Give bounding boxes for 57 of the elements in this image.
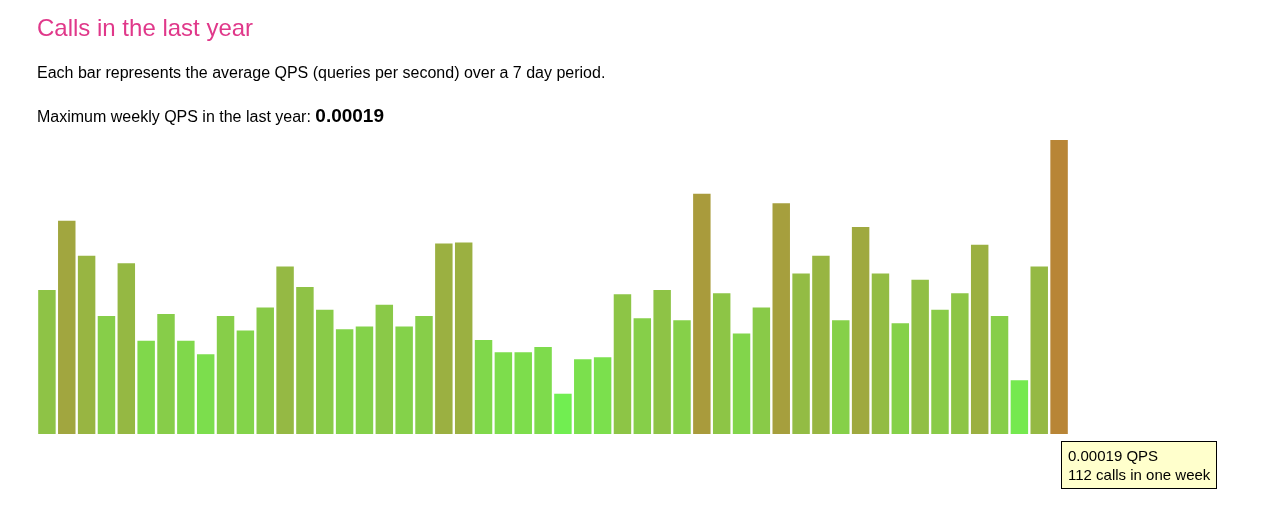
- bar: [990, 316, 1009, 434]
- bar: [732, 333, 751, 434]
- bar: [256, 307, 274, 434]
- bar: [137, 340, 155, 434]
- bar: [970, 244, 989, 434]
- bar: [633, 318, 652, 434]
- bar: [832, 320, 850, 434]
- bar: [712, 293, 731, 434]
- text: Maximum weekly QPS in the last year:: [37, 108, 311, 125]
- bar: [117, 263, 136, 434]
- bar: [38, 289, 56, 434]
- bar: [851, 227, 870, 434]
- bar: [951, 293, 969, 434]
- bar: [296, 287, 314, 434]
- bar: [514, 352, 532, 434]
- bar: [1030, 266, 1048, 434]
- bar: [177, 340, 195, 434]
- bar: [216, 316, 235, 434]
- bar: [494, 352, 513, 434]
- bar: [613, 294, 632, 434]
- bar: [554, 393, 572, 434]
- bar: [335, 329, 354, 434]
- bar: [435, 243, 453, 434]
- bar: [752, 307, 771, 434]
- bar: [196, 354, 215, 434]
- bar: [1050, 140, 1068, 434]
- bar: [593, 357, 612, 434]
- bar: [236, 330, 255, 434]
- bar: [355, 326, 374, 434]
- bar: [77, 255, 96, 434]
- bar: [673, 320, 691, 434]
- bar: [415, 316, 433, 434]
- bar: [792, 273, 810, 434]
- bar: [772, 203, 790, 434]
- bar: [931, 309, 949, 434]
- bar: [276, 266, 294, 434]
- bar: [911, 279, 929, 434]
- text: 0.00019 QPS 112 calls in one week: [1061, 441, 1218, 489]
- bar: [891, 323, 910, 434]
- bar: [534, 346, 552, 434]
- bar: [157, 314, 175, 434]
- bar: [474, 339, 493, 434]
- bar: [812, 255, 830, 434]
- bar: [316, 309, 334, 434]
- bar: [97, 316, 116, 434]
- bar: [375, 304, 394, 434]
- bar: [574, 359, 592, 434]
- chart-title: Calls in the last year: [37, 14, 254, 42]
- bar: [653, 289, 671, 434]
- bar: [454, 242, 473, 434]
- bar: [1010, 380, 1029, 434]
- bar: [693, 193, 711, 434]
- bar: [871, 273, 890, 434]
- bar: [395, 326, 413, 434]
- bar: [58, 220, 76, 434]
- chart-subtitle: Each bar represents the average QPS (queries per second) over a 7 day period.: [37, 64, 606, 82]
- text: 0.00019: [315, 105, 385, 126]
